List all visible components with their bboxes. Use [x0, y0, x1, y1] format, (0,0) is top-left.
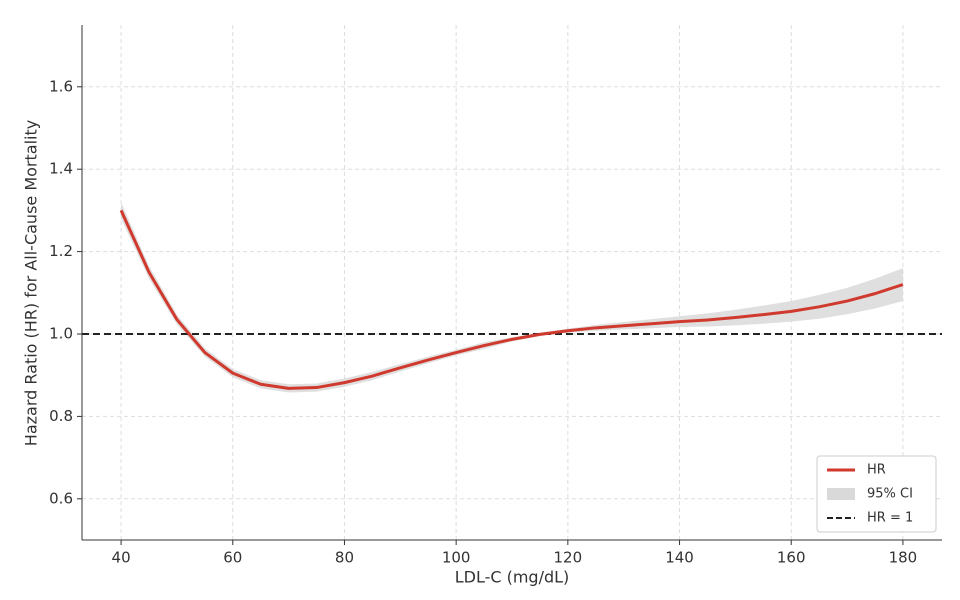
x-tick-label: 180 [889, 549, 918, 567]
y-axis-label: Hazard Ratio (HR) for All-Cause Mortalit… [22, 120, 41, 446]
y-tick-label: 1.0 [49, 325, 73, 343]
y-tick-label: 0.8 [49, 407, 73, 425]
legend: HR 95% CI HR = 1 [816, 455, 937, 533]
x-tick-label: 80 [335, 549, 354, 567]
x-axis-label: LDL-C (mg/dL) [455, 568, 570, 587]
hr-line [119, 209, 904, 390]
legend-label: HR = 1 [867, 511, 913, 526]
x-tick-label: 140 [665, 549, 694, 567]
x-tick-label: 120 [554, 549, 583, 567]
legend-box [816, 455, 937, 533]
y-tick-label: 1.2 [49, 242, 73, 260]
x-tick-label: 160 [777, 549, 806, 567]
x-tick-label: 100 [442, 549, 471, 567]
x-tick-label: 40 [112, 549, 131, 567]
legend-label: 95% CI [867, 487, 913, 502]
legend-swatch [827, 488, 855, 500]
legend-label: HR [867, 463, 886, 478]
y-tick-label: 0.6 [49, 489, 73, 507]
y-tick-label: 1.4 [49, 160, 73, 178]
y-tick-label: 1.6 [49, 77, 73, 95]
x-tick-label: 60 [223, 549, 242, 567]
ci-band [121, 202, 903, 393]
